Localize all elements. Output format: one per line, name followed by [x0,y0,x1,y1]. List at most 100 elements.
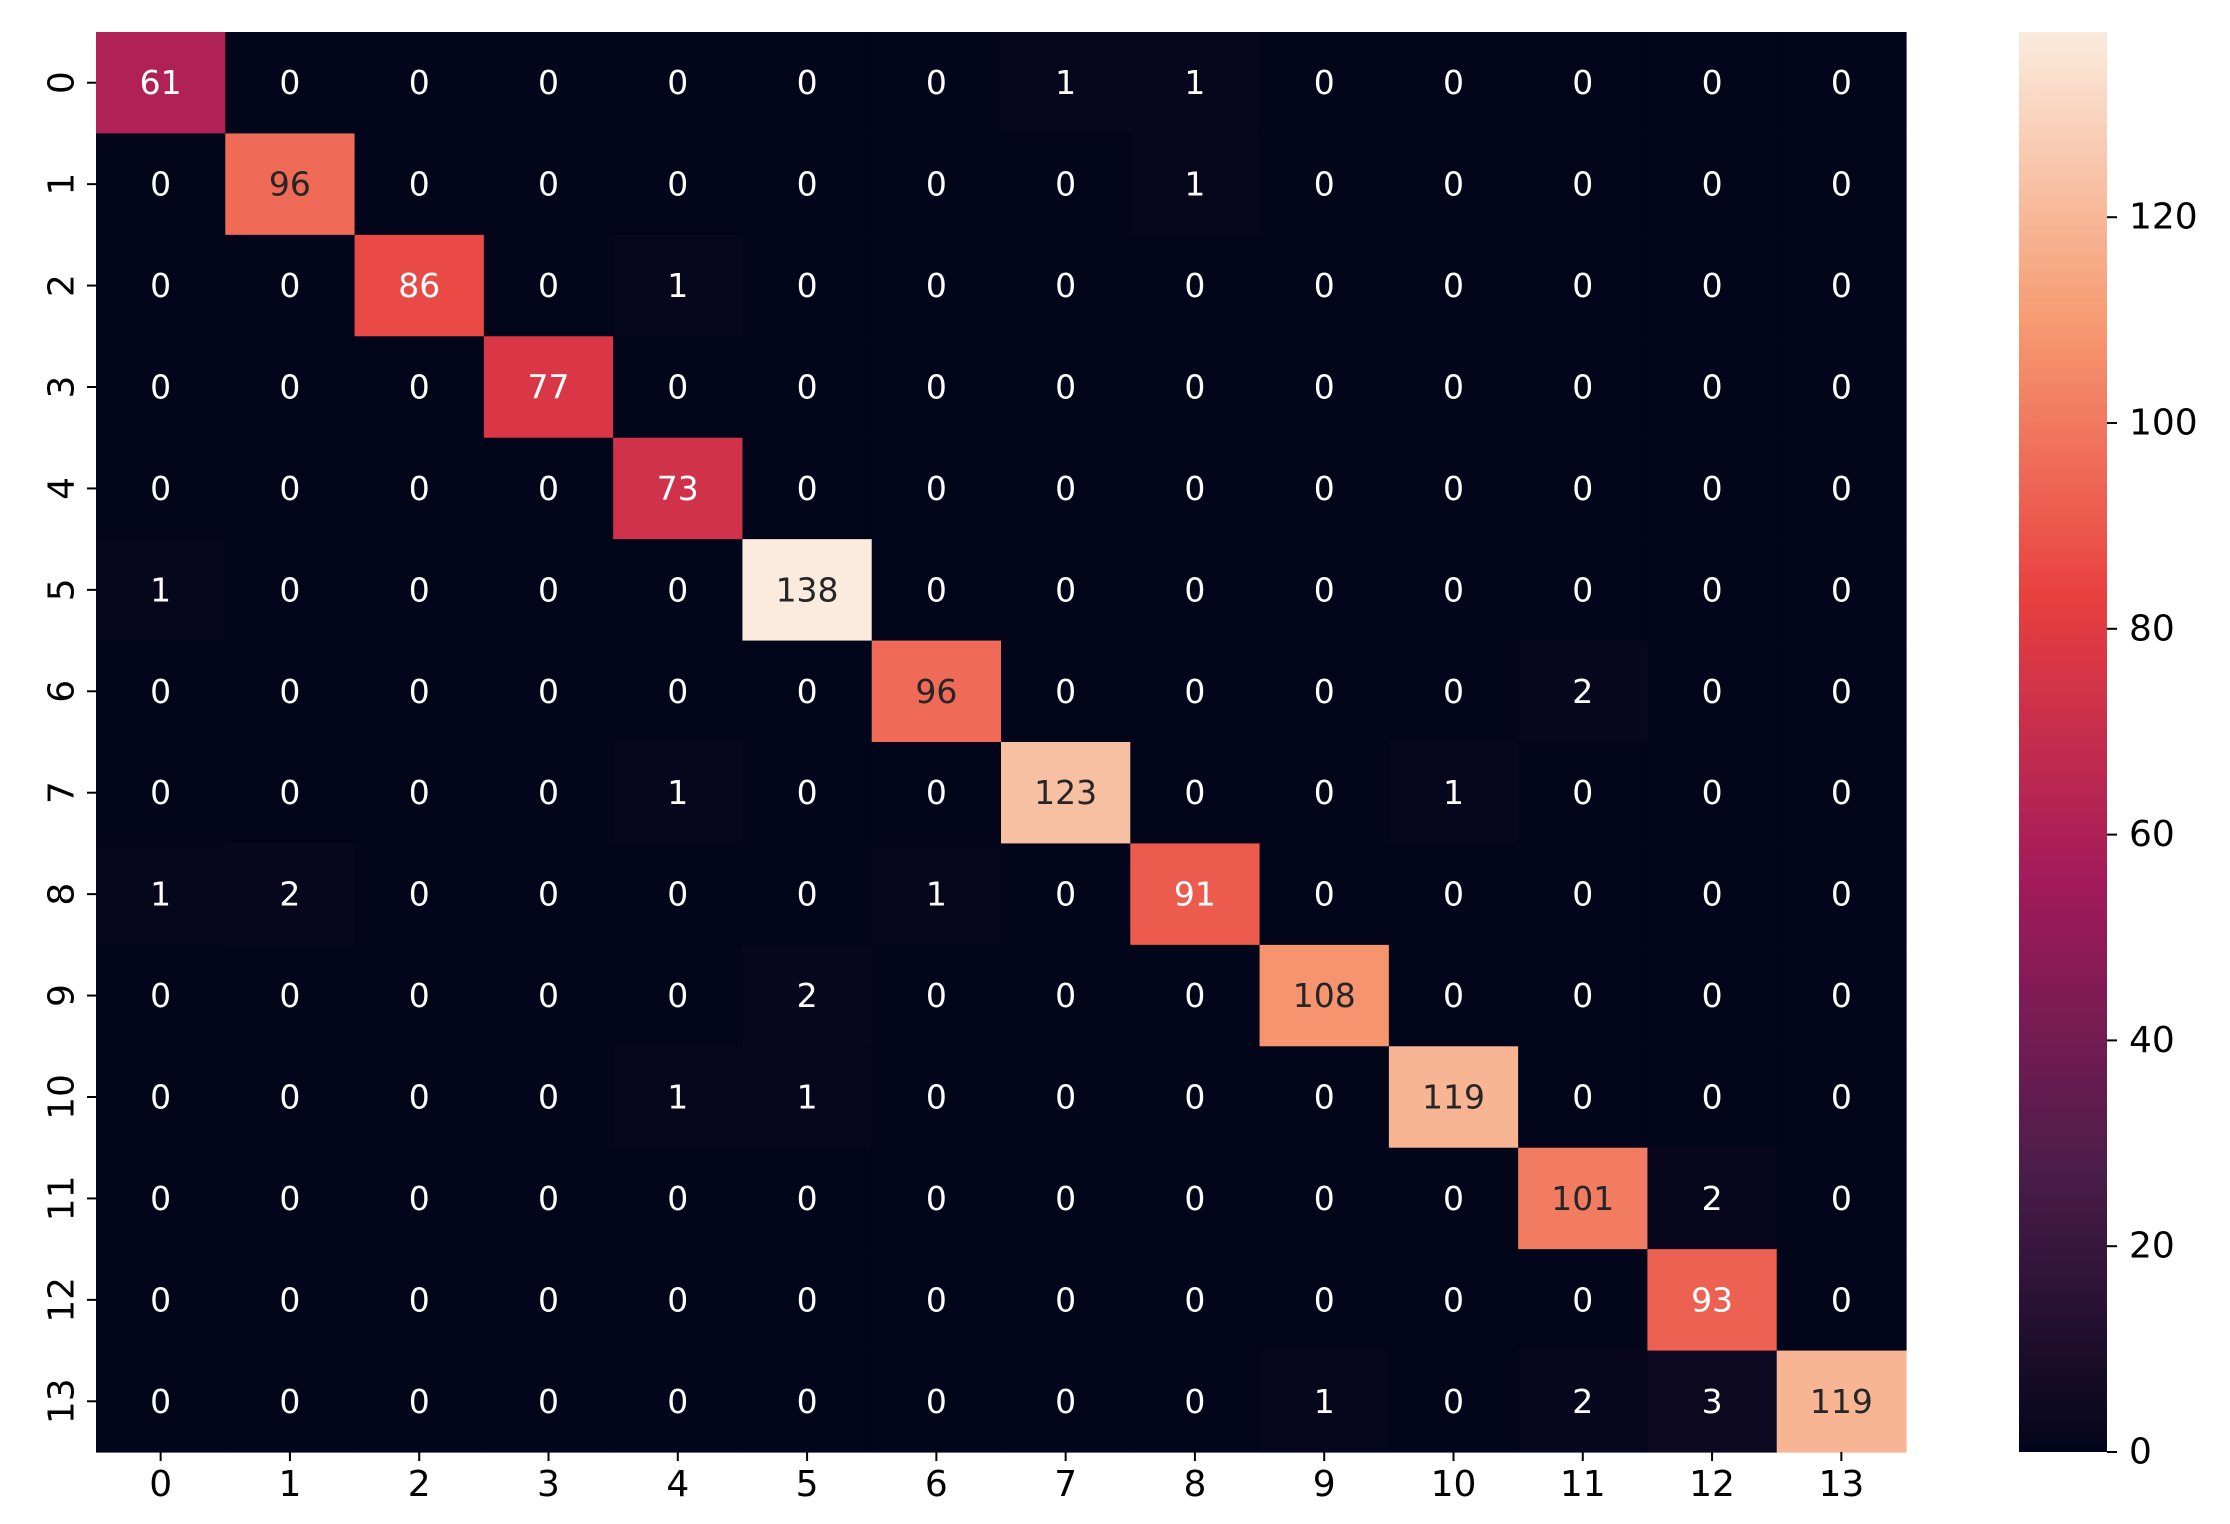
y-tick-label: 2 [42,274,83,297]
heatmap-cell-r4-c9 [1259,437,1390,540]
cell-value-label: 0 [279,63,300,102]
heatmap-cell-r11-c0 [96,1147,226,1250]
x-tick-label: 12 [1689,1464,1735,1505]
heatmap-cell-r13-c5 [742,1350,873,1453]
cell-value-label: 0 [667,875,688,914]
cell-value-label: 0 [797,1280,818,1319]
heatmap-cell-r0-c1 [225,32,356,135]
cell-value-label: 0 [1443,1179,1464,1218]
cell-value-label: 0 [1314,875,1335,914]
cell-value-label: 0 [409,1078,430,1117]
heatmap-cell-r0-c5 [742,32,873,135]
cell-value-label: 0 [279,1280,300,1319]
heatmap-cell-r7-c8 [1130,742,1261,845]
heatmap-cell-r1-c13 [1776,133,1907,236]
heatmap-cell-r10-c0 [96,1046,226,1149]
cell-value-label: 0 [538,165,559,204]
x-tick-label: 7 [1054,1464,1077,1505]
cell-value-label: 0 [1572,266,1593,305]
heatmap-cell-r1-c0 [96,133,226,236]
heatmap-cell-r6-c3 [483,640,614,743]
cell-value-label: 0 [1055,165,1076,204]
heatmap-cell-r13-c4 [613,1350,744,1453]
cell-value-label: 1 [797,1078,818,1117]
heatmap-cell-r11-c6 [871,1147,1002,1250]
cell-value-label: 0 [279,1179,300,1218]
cell-value-label: 91 [1174,875,1216,914]
cell-value-label: 123 [1034,773,1097,812]
heatmap-cell-r3-c5 [742,336,873,439]
heatmap-cell-r9-c13 [1776,944,1907,1047]
heatmap-cell-r6-c7 [1001,640,1131,743]
y-tick-label: 0 [42,71,83,94]
y-tick-label: 10 [42,1074,83,1120]
heatmap-cell-r10-c10 [1388,1046,1519,1149]
heatmap-cell-r9-c7 [1001,944,1131,1047]
cell-value-label: 0 [1184,1280,1205,1319]
heatmap-cell-r8-c11 [1518,843,1649,946]
heatmap-cell-r4-c10 [1388,437,1519,540]
cell-value-label: 0 [1443,368,1464,407]
cell-value-label: 0 [1055,1179,1076,1218]
cell-value-label: 0 [1572,976,1593,1015]
heatmap-cell-r4-c12 [1647,437,1778,540]
heatmap-cell-r3-c10 [1388,336,1519,439]
heatmap-cell-r5-c7 [1001,539,1131,642]
y-tick-label: 7 [42,781,83,804]
x-tick-label: 9 [1313,1464,1336,1505]
cell-value-label: 0 [1443,875,1464,914]
cell-value-label: 0 [279,672,300,711]
cell-value-label: 0 [1702,469,1723,508]
cell-value-label: 0 [1314,63,1335,102]
cell-value-label: 1 [667,1078,688,1117]
heatmap-cell-r13-c6 [871,1350,1002,1453]
heatmap-cell-r0-c12 [1647,32,1778,135]
cell-value-label: 1 [1443,773,1464,812]
heatmap-cell-r8-c13 [1776,843,1907,946]
cell-value-label: 0 [150,1280,171,1319]
cell-value-label: 77 [528,368,570,407]
heatmap-cell-r0-c0 [96,32,226,135]
heatmap-cell-r4-c11 [1518,437,1649,540]
cell-value-label: 0 [279,976,300,1015]
cell-value-label: 0 [1572,773,1593,812]
cell-value-label: 0 [1831,368,1852,407]
cell-value-label: 0 [797,266,818,305]
heatmap-cell-r1-c5 [742,133,873,236]
cell-value-label: 0 [409,1280,430,1319]
heatmap-cell-r2-c4 [613,234,744,337]
cell-value-label: 0 [926,570,947,609]
heatmap-cell-r11-c5 [742,1147,873,1250]
y-tick-label: 12 [42,1277,83,1323]
cell-value-label: 0 [1572,469,1593,508]
heatmap-cell-r13-c10 [1388,1350,1519,1453]
cell-value-label: 0 [150,773,171,812]
y-tick-label: 4 [42,477,83,500]
cell-value-label: 0 [1443,672,1464,711]
heatmap-cell-r2-c7 [1001,234,1131,337]
cell-value-label: 0 [1314,570,1335,609]
cell-value-label: 0 [1702,672,1723,711]
cell-value-label: 0 [1831,1280,1852,1319]
cell-value-label: 0 [538,570,559,609]
heatmap-cell-r11-c12 [1647,1147,1778,1250]
cell-value-label: 0 [1055,976,1076,1015]
heatmap-cell-r2-c8 [1130,234,1261,337]
cell-value-label: 0 [150,368,171,407]
cell-value-label: 1 [1184,63,1205,102]
cell-value-label: 0 [1702,368,1723,407]
heatmap-cell-r2-c11 [1518,234,1649,337]
heatmap-cell-r6-c2 [354,640,485,743]
cell-value-label: 0 [409,1179,430,1218]
heatmap-cell-r7-c3 [483,742,614,845]
colorbar-tick-label: 60 [2129,814,2175,855]
heatmap-cell-r3-c4 [613,336,744,439]
heatmap-cell-r7-c7 [1001,742,1131,845]
heatmap-cell-r0-c4 [613,32,744,135]
y-tick-label: 8 [42,883,83,906]
cell-value-label: 0 [926,1179,947,1218]
colorbar-gradient [2019,32,2107,1452]
cell-value-label: 0 [150,1078,171,1117]
heatmap-cell-r4-c3 [483,437,614,540]
heatmap-cell-r8-c4 [613,843,744,946]
